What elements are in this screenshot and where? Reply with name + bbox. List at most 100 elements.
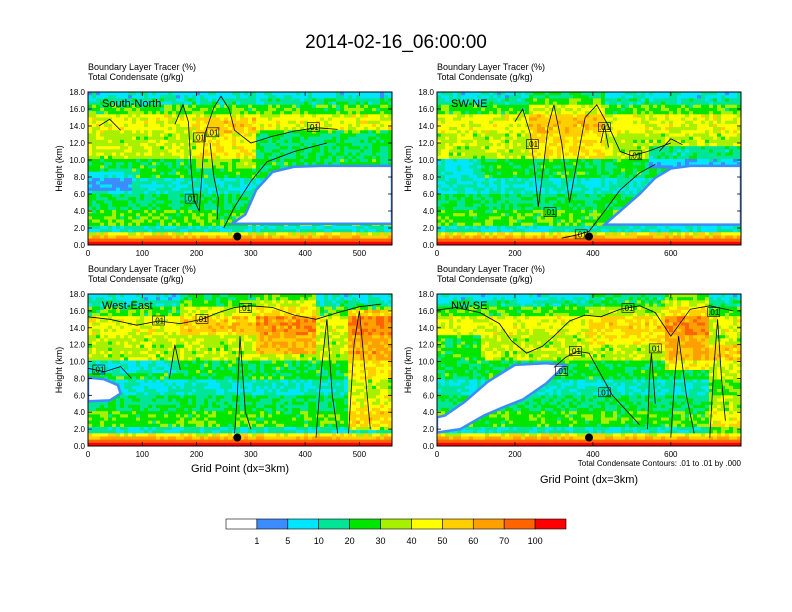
heatmap-cell — [356, 133, 361, 138]
heatmap-cell — [449, 241, 454, 245]
heatmap-cell — [481, 171, 486, 176]
heatmap-cell — [92, 101, 97, 106]
heatmap-cell — [477, 225, 482, 230]
heatmap-cell — [256, 232, 261, 236]
heatmap-cell — [124, 213, 129, 217]
heatmap-cell — [188, 197, 193, 201]
heatmap-cell — [88, 194, 93, 198]
heatmap-cell — [340, 139, 345, 144]
heatmap-cell — [529, 197, 534, 201]
heatmap-cell — [104, 101, 109, 106]
heatmap-cell — [152, 222, 157, 227]
heatmap-cell — [437, 117, 442, 122]
heatmap-cell — [477, 133, 482, 138]
heatmap-cell — [449, 219, 454, 224]
heatmap-cell — [268, 152, 273, 157]
heatmap-cell — [344, 111, 349, 115]
heatmap-cell — [100, 143, 105, 147]
heatmap-cell — [216, 136, 221, 141]
heatmap-cell — [264, 133, 269, 138]
heatmap-cell — [348, 117, 353, 122]
heatmap-cell — [244, 241, 249, 245]
heatmap-cell — [280, 98, 285, 102]
heatmap-cell — [348, 146, 353, 150]
y-tick-label: 16.0 — [69, 105, 85, 114]
heatmap-cell — [449, 111, 454, 115]
heatmap-cell — [304, 98, 309, 102]
heatmap-cell — [204, 165, 209, 169]
heatmap-cell — [148, 136, 153, 141]
heatmap-cell — [296, 232, 301, 236]
heatmap-cell — [537, 149, 542, 153]
heatmap-cell — [364, 130, 369, 134]
heatmap-cell — [160, 98, 165, 102]
heatmap-cell — [180, 139, 185, 144]
heatmap-cell — [232, 238, 237, 243]
heatmap-cell — [388, 104, 392, 109]
heatmap-cell — [437, 197, 442, 201]
heatmap-cell — [184, 92, 189, 96]
heatmap-cell — [332, 98, 337, 102]
heatmap-cell — [368, 158, 373, 163]
heatmap-cell — [445, 168, 450, 173]
heatmap-cell — [172, 229, 177, 233]
heatmap-cell — [533, 139, 538, 144]
heatmap-cell — [501, 206, 506, 211]
heatmap-cell — [160, 114, 165, 118]
heatmap-cell — [352, 123, 357, 128]
heatmap-cell — [136, 241, 141, 245]
heatmap-cell — [124, 187, 129, 192]
heatmap-cell — [505, 130, 510, 134]
heatmap-cell — [120, 225, 125, 230]
heatmap-cell — [352, 229, 357, 233]
heatmap-cell — [537, 133, 542, 138]
heatmap-cell — [461, 114, 466, 118]
heatmap-cell — [236, 238, 241, 243]
heatmap-cell — [340, 107, 345, 112]
heatmap-cell — [176, 187, 181, 192]
heatmap-cell — [216, 155, 221, 160]
heatmap-cell — [368, 95, 373, 99]
heatmap-cell — [449, 130, 454, 134]
heatmap-cell — [224, 203, 229, 208]
heatmap-cell — [352, 241, 357, 245]
heatmap-cell — [236, 184, 241, 189]
heatmap-cell — [473, 162, 478, 166]
heatmap-cell — [176, 216, 181, 220]
heatmap-cell — [152, 197, 157, 201]
heatmap-cell — [232, 187, 237, 192]
heatmap-cell — [453, 98, 458, 102]
heatmap-cell — [188, 225, 193, 230]
heatmap-cell — [184, 187, 189, 192]
heatmap-cell — [248, 190, 253, 195]
heatmap-cell — [196, 238, 201, 243]
heatmap-cell — [132, 200, 137, 204]
heatmap-cell — [256, 107, 261, 112]
heatmap-cell — [477, 107, 482, 112]
heatmap-cell — [453, 127, 458, 131]
heatmap-cell — [144, 111, 149, 115]
heatmap-cell — [184, 158, 189, 163]
heatmap-cell — [88, 190, 93, 195]
heatmap-cell — [340, 127, 345, 131]
heatmap-cell — [441, 146, 446, 150]
heatmap-cell — [176, 120, 181, 125]
heatmap-cell — [96, 216, 101, 220]
contour-label: .01 — [186, 195, 198, 204]
heatmap-cell — [216, 114, 221, 118]
heatmap-cell — [148, 155, 153, 160]
heatmap-cell — [437, 187, 442, 192]
heatmap-cell — [96, 168, 101, 173]
heatmap-cell — [537, 190, 542, 195]
heatmap-cell — [156, 104, 161, 109]
heatmap-cell — [513, 238, 518, 243]
heatmap-cell — [388, 146, 392, 150]
heatmap-cell — [120, 117, 125, 122]
heatmap-cell — [116, 146, 121, 150]
heatmap-cell — [212, 120, 217, 125]
heatmap-cell — [332, 107, 337, 112]
heatmap-cell — [521, 184, 526, 189]
heatmap-cell — [268, 101, 273, 106]
heatmap-cell — [469, 162, 474, 166]
heatmap-cell — [449, 209, 454, 214]
